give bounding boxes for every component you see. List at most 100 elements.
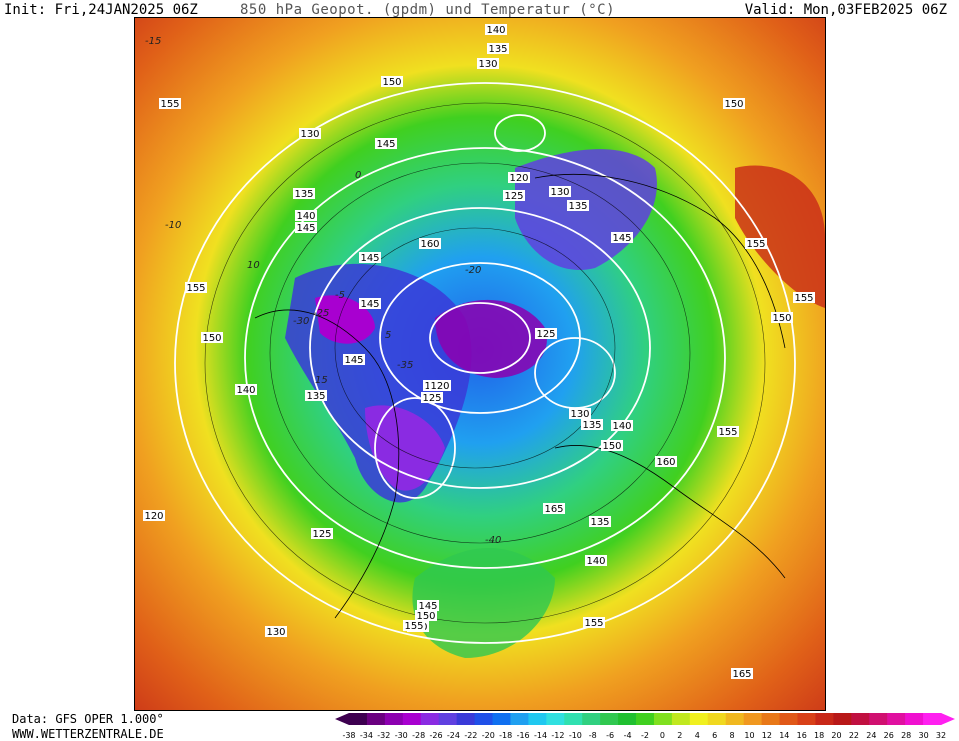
contour-label-bg (567, 200, 589, 211)
isotherm-label: -5 (335, 290, 345, 301)
isotherm-label: -30 (293, 316, 309, 327)
colorbar-tick-label: -2 (641, 731, 649, 740)
contour-label: 135 (568, 201, 587, 212)
colorbar-swatch (510, 713, 529, 725)
contour-label-bg (185, 282, 207, 293)
colorbar-tick-label: -30 (395, 731, 408, 740)
contour-label-bg (295, 210, 317, 221)
colorbar-tick-label: -38 (342, 731, 355, 740)
colorbar-swatch (743, 713, 763, 725)
contour-label: 130 (570, 409, 589, 420)
contour-label-bg (723, 98, 745, 109)
isotherm-label: 15 (315, 375, 328, 386)
contour-label-bg (381, 76, 403, 87)
colorbar-tick-label: 2 (677, 731, 682, 740)
contour-label: 155 (794, 293, 813, 304)
contour-label: 160 (656, 457, 675, 468)
contour-label-bg (543, 503, 565, 514)
colorbar-swatch (815, 713, 834, 725)
colorbar-tick-label: -24 (447, 731, 460, 740)
isotherm-label: 5 (385, 330, 391, 341)
colorbar-swatch (689, 713, 709, 725)
contour-label-bg (417, 600, 439, 611)
contour-label: 140 (486, 25, 505, 36)
contour-label: 150 (382, 77, 401, 88)
contour-label: 145 (296, 223, 315, 234)
contour-label: 125 (312, 529, 331, 540)
contour-label: 155 (160, 99, 179, 110)
contour-label-bg (583, 617, 605, 628)
colorbar-swatch (636, 713, 655, 725)
cold-pool-canada-core (365, 405, 445, 491)
contour-label-bg (477, 58, 499, 69)
isotherm-label: 0 (355, 170, 361, 181)
colorbar-swatch (420, 713, 440, 725)
contour-label-bg (429, 380, 451, 391)
contour-label-bg (535, 328, 557, 339)
contour-label: 140 (236, 385, 255, 396)
colorbar-tick-label: 18 (814, 731, 824, 740)
contour-label: 125 (536, 329, 555, 340)
isotherm-label: -35 (397, 360, 413, 371)
contour-label-bg (771, 312, 793, 323)
contour-label-bg (415, 610, 437, 621)
colorbar-swatch (905, 713, 924, 725)
weather-map: 140 135 130 150 155 130 145 135 140 145 120 125 130 1… (134, 17, 826, 711)
colorbar-tick-label: -6 (606, 731, 614, 740)
contour-label: 130 (478, 59, 497, 70)
colorbar-swatch (797, 713, 816, 725)
isotherm-label: -25 (313, 308, 329, 319)
contour-label: 125 (422, 393, 441, 404)
contour-label-bg (731, 668, 753, 679)
colorbar-tick-label: -26 (430, 731, 443, 740)
data-source-label: Data: GFS OPER 1.000° (12, 712, 164, 726)
coastlines (254, 174, 786, 619)
contour-label-bg (487, 43, 509, 54)
colorbar-tick-label: -32 (377, 731, 390, 740)
colorbar-swatch (869, 713, 888, 725)
isotherm-label: 10 (247, 260, 260, 271)
colorbar-tick-label: 0 (660, 731, 665, 740)
contour-label: 155 (718, 427, 737, 438)
contour-label-bg (655, 456, 677, 467)
contour-label-bg (359, 298, 381, 309)
contour-label: 145 (344, 355, 363, 366)
temperature-isotherms (204, 102, 766, 624)
contour-label-bg (569, 408, 591, 419)
colorbar-swatch (618, 713, 637, 725)
contour-label: 155 (584, 618, 603, 629)
contour-label: 145 (612, 233, 631, 244)
contour-label-bg (508, 172, 530, 183)
contour-label-bg (549, 186, 571, 197)
contour-label: 160 (420, 239, 439, 250)
temperature-colorbar: -38 -34 -32 -30 -28 -26 -24 -22 -20 -18 -16 -14 -12-… (335, 713, 955, 740)
contour-label-bg (503, 190, 525, 201)
contour-label-bg (143, 510, 165, 521)
colorbar-swatch (528, 713, 547, 725)
colorbar-tick-label: 22 (849, 731, 859, 740)
colorbar-swatch (366, 713, 386, 725)
contour-label: 120 (430, 381, 449, 392)
colorbar-tick-label: 14 (779, 731, 789, 740)
contour-label-bg (305, 390, 327, 401)
contour-label-bg (611, 420, 633, 431)
contour-label-bg (745, 238, 767, 249)
contour-label-bg (419, 238, 441, 249)
geopotential-contours (174, 82, 796, 644)
isotherm-label: -15 (145, 36, 161, 47)
colorbar-tick-label: 30 (918, 731, 928, 740)
colorbar-swatch (402, 713, 422, 725)
contour-label: 140 (612, 421, 631, 432)
colorbar-swatch (349, 713, 368, 725)
colorbar-swatch (725, 713, 745, 725)
colorbar-tick-label: 32 (936, 731, 946, 740)
colorbar-swatch (887, 713, 906, 725)
contour-label: 150 (772, 313, 791, 324)
contour-label: 135 (488, 44, 507, 55)
contour-label: 150 (724, 99, 743, 110)
colorbar-swatch (492, 713, 511, 725)
green-belt-atlantic (412, 548, 555, 658)
contour-label: 125 (504, 191, 523, 202)
colorbar-swatch (564, 713, 583, 725)
